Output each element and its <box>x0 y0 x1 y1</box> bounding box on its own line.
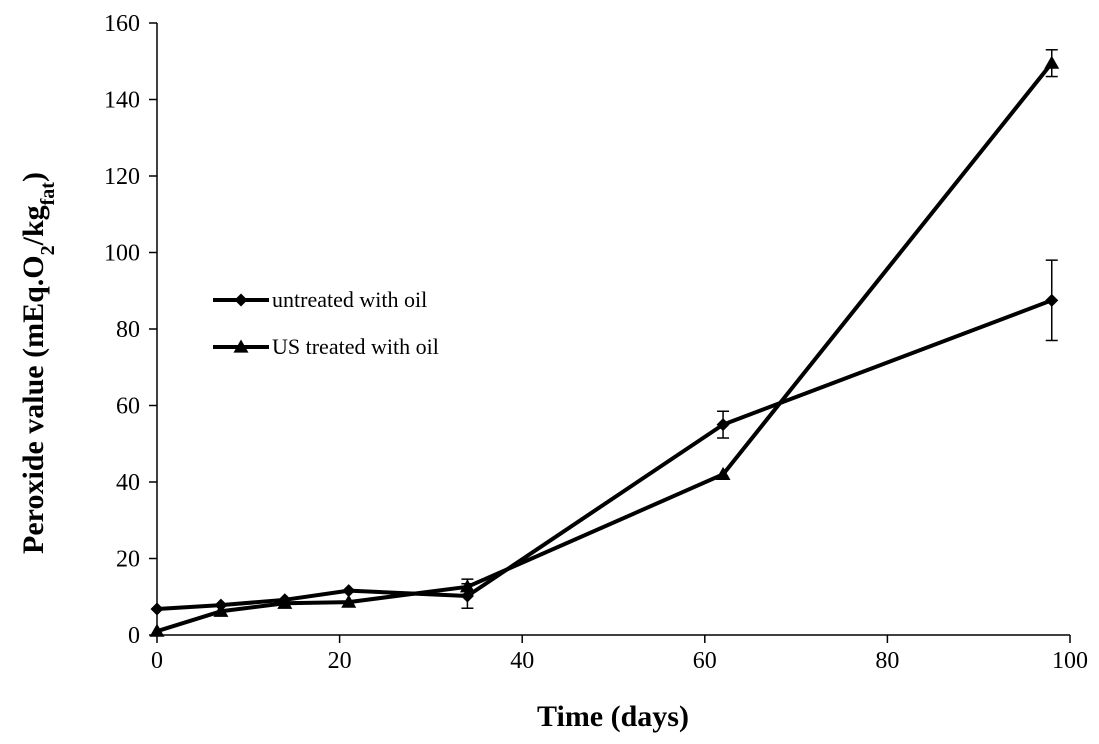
y-axis-title-mid: /kg <box>17 205 50 246</box>
y-axis-title-sub1: 2 <box>37 245 59 255</box>
legend-marker <box>234 293 248 307</box>
y-axis-title-sub2: fat <box>37 182 59 206</box>
y-tick-label: 120 <box>104 164 140 190</box>
series-layer <box>149 49 1060 637</box>
x-tick-label: 40 <box>510 648 534 674</box>
legend-marker <box>233 339 249 353</box>
data-point <box>716 418 730 432</box>
x-tick-label: 100 <box>1052 648 1088 674</box>
x-tick-label: 80 <box>875 648 899 674</box>
series-2 <box>149 49 1060 637</box>
y-tick-label: 60 <box>116 394 140 420</box>
legend-label: US treated with oil <box>272 334 439 359</box>
data-point <box>341 594 357 608</box>
data-point <box>1045 293 1059 307</box>
data-point <box>460 589 474 603</box>
y-tick-label: 20 <box>116 547 140 573</box>
data-point <box>342 584 356 598</box>
y-tick-label: 40 <box>116 470 140 496</box>
y-axis-title-main: Peroxide value (mEq.O <box>17 255 50 554</box>
data-point <box>213 603 229 617</box>
x-tick-label: 20 <box>328 648 352 674</box>
legend: untreated with oil US treated with oil <box>213 287 439 359</box>
y-tick-label: 140 <box>104 88 140 114</box>
data-point <box>715 466 731 480</box>
data-point <box>150 602 164 616</box>
y-tick-label: 80 <box>116 317 140 343</box>
series-1 <box>150 259 1059 616</box>
data-point <box>149 623 165 637</box>
y-tick-label: 160 <box>104 11 140 37</box>
data-point <box>1044 55 1060 69</box>
y-axis-title: Peroxide value (mEq.O2/kgfat) <box>17 172 59 554</box>
axes: 0 20 40 60 80 100 0 20 40 60 80 100 120 140 160 <box>104 11 1088 674</box>
x-tick-label: 0 <box>151 648 163 674</box>
x-axis-title: Time (days) <box>537 700 689 733</box>
y-tick-label: 0 <box>128 623 140 649</box>
x-tick-label: 60 <box>693 648 717 674</box>
legend-label: untreated with oil <box>272 287 427 312</box>
data-point <box>459 579 475 593</box>
data-point <box>277 595 293 609</box>
y-tick-label: 100 <box>104 241 140 267</box>
y-axis-title-end: ) <box>17 172 50 182</box>
